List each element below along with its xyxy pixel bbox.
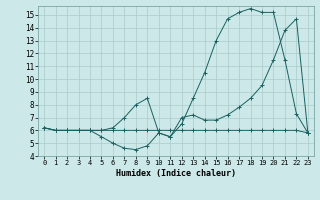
X-axis label: Humidex (Indice chaleur): Humidex (Indice chaleur) xyxy=(116,169,236,178)
